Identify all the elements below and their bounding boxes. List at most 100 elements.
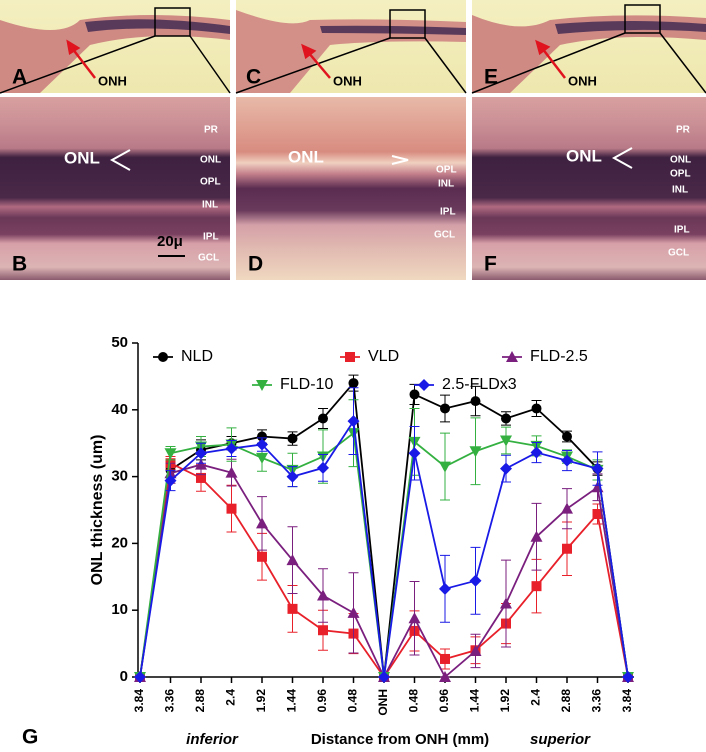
point <box>408 612 421 624</box>
point <box>317 461 329 474</box>
y-axis-label: ONL thickness (um) <box>89 435 106 586</box>
point <box>196 472 206 483</box>
series-line <box>139 461 629 679</box>
point <box>256 517 268 529</box>
point <box>164 474 177 487</box>
tissue <box>555 21 706 34</box>
x-tick-label: 0.48 <box>346 689 360 713</box>
panel-letter: F <box>484 253 497 276</box>
point <box>561 502 573 514</box>
layer-label: INL <box>672 185 688 196</box>
legend-label: FLD-2.5 <box>530 348 588 365</box>
legend-marker <box>345 352 355 362</box>
x-tick-label: 3.84 <box>620 689 634 713</box>
point <box>347 606 360 618</box>
onh-label: ONH <box>568 73 597 88</box>
point <box>501 413 511 424</box>
x-tick-label: 1.92 <box>254 689 268 713</box>
point <box>256 452 268 464</box>
point <box>439 582 451 595</box>
photo <box>0 97 230 280</box>
point <box>257 551 267 562</box>
point <box>318 413 328 424</box>
point <box>531 403 542 414</box>
tissue <box>85 19 230 34</box>
layer-label: GCL <box>434 230 455 241</box>
point <box>164 448 177 460</box>
onl-label: ONL <box>566 146 602 165</box>
point <box>257 431 267 442</box>
point <box>195 447 207 460</box>
layer-label: GCL <box>668 248 689 259</box>
layer-label: OPL <box>200 177 221 188</box>
legend-label: 2.5-FLDx3 <box>442 376 517 393</box>
panel-letter: C <box>246 66 261 89</box>
region-label: inferior <box>186 731 239 748</box>
point <box>286 554 299 566</box>
point <box>318 625 328 636</box>
tissue <box>320 25 466 35</box>
legend-label: VLD <box>368 348 399 365</box>
y-tick-label: 30 <box>111 468 128 485</box>
photo-panels: A B C D E F ONH ONH ONH ONL ONL ONL 20μ … <box>0 0 706 280</box>
y-tick-label: 20 <box>111 534 128 551</box>
point <box>469 574 482 587</box>
zoom-lines <box>0 4 706 94</box>
point <box>470 396 481 407</box>
layer-label: IPL <box>440 207 456 218</box>
point <box>530 530 543 542</box>
x-tick-label: 0.96 <box>315 689 329 713</box>
point <box>195 458 207 470</box>
x-tick-label: 0.96 <box>437 689 451 713</box>
x-tick-label: 1.92 <box>498 689 512 713</box>
point <box>440 403 450 414</box>
x-tick-label: 0.48 <box>407 689 421 713</box>
y-tick-label: 10 <box>111 601 128 618</box>
point <box>500 435 512 447</box>
legend-label: NLD <box>181 348 213 365</box>
point <box>469 644 482 656</box>
series-line <box>139 463 629 680</box>
photo <box>236 97 466 280</box>
point <box>591 462 604 475</box>
layer-label: GCL <box>198 253 219 264</box>
onl-label: ONL <box>288 147 324 166</box>
point <box>500 462 512 475</box>
tissue <box>0 15 230 93</box>
point <box>317 589 329 601</box>
layer-label: OPL <box>436 165 457 176</box>
y-tick-label: 50 <box>111 334 128 351</box>
legend-marker <box>506 351 518 362</box>
point <box>439 461 451 473</box>
layer-label: ONL <box>670 155 691 166</box>
layer-label: ONL <box>200 155 221 166</box>
x-tick-label: 2.88 <box>559 689 573 713</box>
point <box>225 466 238 478</box>
point <box>409 389 420 400</box>
point <box>530 446 543 459</box>
point <box>562 431 572 442</box>
point <box>562 543 572 554</box>
point <box>531 581 542 592</box>
onh-label: ONH <box>333 73 362 88</box>
x-tick-label: 2.4 <box>224 689 238 706</box>
panel-letter: B <box>12 253 27 276</box>
chart: G ONL thickness (um) Distance from ONH (… <box>22 334 634 749</box>
point <box>592 509 603 520</box>
layer-label: INL <box>202 200 218 211</box>
legend-marker <box>256 380 268 391</box>
photo <box>472 97 706 280</box>
legend-label: FLD-10 <box>280 376 333 393</box>
x-tick-label: 2.4 <box>529 689 543 706</box>
scale-label: 20μ <box>157 233 183 250</box>
x-tick-label: 3.84 <box>132 689 146 713</box>
x-tick-label: 3.36 <box>590 689 604 713</box>
x-tick-label: 3.36 <box>163 689 177 713</box>
point <box>256 438 268 451</box>
series-line <box>139 418 629 678</box>
x-tick-label: 2.88 <box>193 689 207 713</box>
point <box>378 671 390 683</box>
series-line <box>139 380 629 678</box>
point <box>348 378 359 389</box>
